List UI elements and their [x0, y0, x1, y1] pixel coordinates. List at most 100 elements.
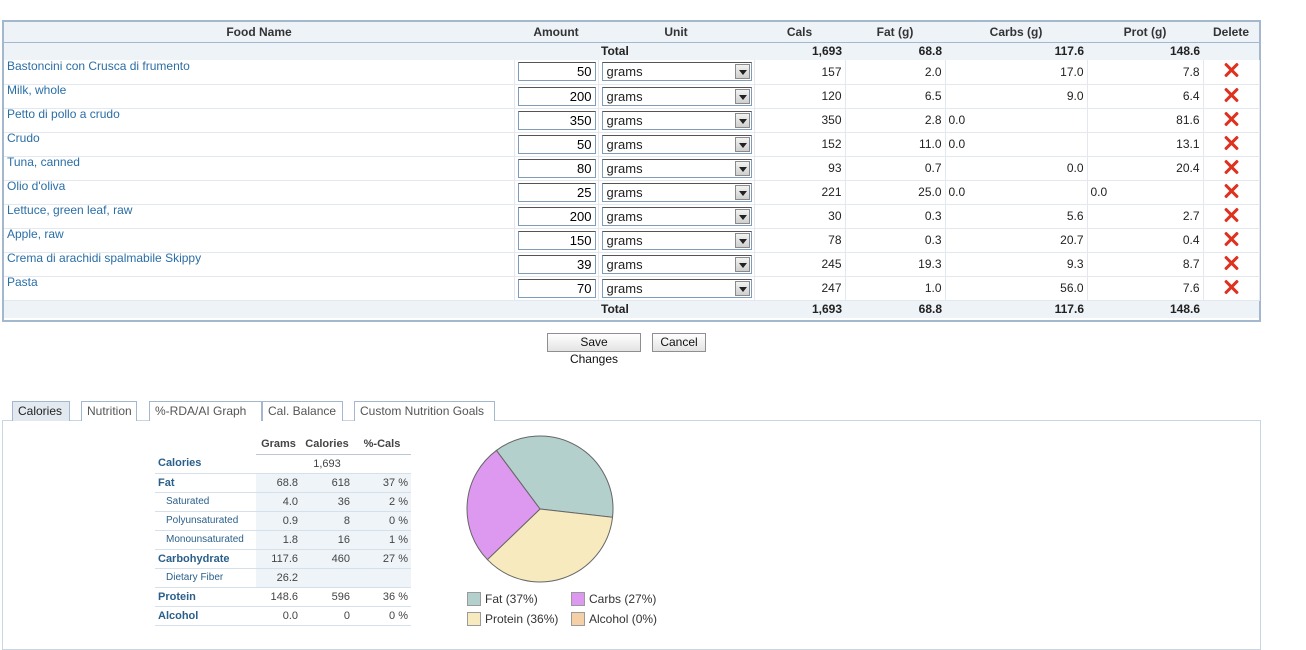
- food-name-link[interactable]: Crema di arachidi spalmabile Skippy: [7, 251, 202, 265]
- tab-cal-balance[interactable]: Cal. Balance: [262, 401, 343, 421]
- summary-calories: 1,693: [301, 454, 353, 474]
- food-carbs: 17.0: [945, 60, 1088, 85]
- food-fat: 6.5: [845, 84, 946, 109]
- chevron-down-icon[interactable]: [734, 256, 750, 272]
- unit-select[interactable]: grams: [601, 86, 752, 106]
- col-carbs[interactable]: Carbs (g): [945, 22, 1087, 43]
- delete-icon[interactable]: [1223, 111, 1239, 127]
- cancel-button[interactable]: Cancel: [652, 333, 706, 352]
- food-name: Petto di pollo a crudo: [4, 107, 515, 133]
- col-unit[interactable]: Unit: [598, 22, 754, 43]
- summary-row: Saturated 4.0 36 2 %: [155, 492, 411, 512]
- food-delete: [1203, 84, 1260, 109]
- pie-slice-protein: [486, 508, 614, 583]
- food-name-link[interactable]: Apple, raw: [7, 227, 64, 241]
- food-name-link[interactable]: Olio d'oliva: [7, 179, 66, 193]
- amount-input[interactable]: [517, 86, 596, 106]
- summary-label: Carbohydrate: [155, 549, 256, 569]
- chevron-down-icon[interactable]: [734, 160, 750, 176]
- chevron-down-icon[interactable]: [734, 136, 750, 152]
- food-name-link[interactable]: Tuna, canned: [7, 155, 80, 169]
- food-name-link[interactable]: Milk, whole: [7, 83, 67, 97]
- unit-select[interactable]: grams: [601, 278, 752, 298]
- tab-calories[interactable]: Calories: [12, 401, 70, 421]
- delete-icon[interactable]: [1223, 62, 1239, 78]
- food-unit: grams: [598, 60, 755, 85]
- food-carbs: 20.7: [945, 228, 1088, 253]
- legend-protein: Protein (36%): [467, 612, 558, 626]
- delete-icon[interactable]: [1223, 279, 1239, 295]
- chevron-down-icon[interactable]: [734, 280, 750, 296]
- food-name-link[interactable]: Petto di pollo a crudo: [7, 107, 120, 121]
- summary-row: Dietary Fiber 26.2: [155, 568, 411, 588]
- chevron-down-icon[interactable]: [734, 232, 750, 248]
- amount-input[interactable]: [517, 278, 596, 298]
- chevron-down-icon[interactable]: [734, 112, 750, 128]
- food-prot: 0.4: [1087, 228, 1204, 253]
- summary-calories: [301, 568, 353, 588]
- chevron-down-icon[interactable]: [734, 184, 750, 200]
- delete-icon[interactable]: [1223, 159, 1239, 175]
- summary-label: Fat: [155, 473, 256, 493]
- amount-input[interactable]: [517, 134, 596, 154]
- amount-input[interactable]: [517, 158, 596, 178]
- unit-select[interactable]: grams: [601, 110, 752, 130]
- food-name-link[interactable]: Bastoncini con Crusca di frumento: [7, 58, 190, 73]
- tab-rda-graph[interactable]: %-RDA/AI Graph: [149, 401, 262, 421]
- summary-pct: 2 %: [353, 492, 411, 512]
- summary-col-grams: Grams: [256, 435, 301, 455]
- col-food-name[interactable]: Food Name: [4, 22, 514, 43]
- food-carbs: 9.3: [945, 252, 1088, 277]
- amount-input[interactable]: [517, 206, 596, 226]
- delete-icon[interactable]: [1223, 135, 1239, 151]
- delete-icon[interactable]: [1223, 207, 1239, 223]
- chevron-down-icon[interactable]: [734, 64, 750, 80]
- chevron-down-icon[interactable]: [734, 88, 750, 104]
- amount-input[interactable]: [517, 230, 596, 250]
- unit-select[interactable]: grams: [601, 158, 752, 178]
- chevron-down-icon[interactable]: [734, 208, 750, 224]
- unit-select[interactable]: grams: [601, 254, 752, 274]
- unit-select[interactable]: grams: [601, 230, 752, 250]
- unit-select[interactable]: grams: [601, 62, 752, 82]
- summary-label: Polyunsaturated: [155, 511, 256, 531]
- food-name: Crema di arachidi spalmabile Skippy: [4, 251, 515, 277]
- food-name: Milk, whole: [4, 83, 515, 109]
- delete-icon[interactable]: [1223, 255, 1239, 271]
- food-name: Bastoncini con Crusca di frumento: [4, 58, 515, 85]
- tab-nutrition[interactable]: Nutrition: [81, 401, 137, 421]
- col-amount[interactable]: Amount: [514, 22, 598, 43]
- food-name-link[interactable]: Lettuce, green leaf, raw: [7, 203, 133, 217]
- unit-select[interactable]: grams: [601, 182, 752, 202]
- food-fat: 11.0: [845, 132, 946, 157]
- total-carbs: 117.6: [945, 300, 1087, 318]
- food-name-link[interactable]: Crudo: [7, 131, 40, 145]
- delete-icon[interactable]: [1223, 183, 1239, 199]
- col-prot[interactable]: Prot (g): [1087, 22, 1203, 43]
- unit-select[interactable]: grams: [601, 206, 752, 226]
- food-name-link[interactable]: Pasta: [7, 275, 38, 289]
- food-delete: [1203, 108, 1260, 133]
- total-prot: 148.6: [1087, 42, 1203, 60]
- amount-input[interactable]: [517, 254, 596, 274]
- amount-input[interactable]: [517, 182, 596, 202]
- unit-select[interactable]: grams: [601, 134, 752, 154]
- total-row-bottom: Total 1,693 68.8 117.6 148.6: [4, 300, 1259, 318]
- summary-row: Monounsaturated 1.8 16 1 %: [155, 530, 411, 550]
- delete-icon[interactable]: [1223, 231, 1239, 247]
- food-cals: 120: [754, 84, 846, 109]
- tab-custom-nutrition-goals[interactable]: Custom Nutrition Goals: [354, 401, 495, 421]
- summary-row: Calories 1,693: [155, 454, 411, 474]
- food-cals: 247: [754, 276, 846, 301]
- food-unit: grams: [598, 84, 755, 109]
- food-amount: [514, 108, 599, 133]
- col-fat[interactable]: Fat (g): [845, 22, 945, 43]
- col-cals[interactable]: Cals: [754, 22, 845, 43]
- delete-icon[interactable]: [1223, 87, 1239, 103]
- save-changes-button[interactable]: Save Changes: [547, 333, 641, 366]
- food-row: Olio d'olivagrams22125.00.00.0: [4, 179, 1260, 205]
- amount-input[interactable]: [517, 110, 596, 130]
- amount-input[interactable]: [517, 62, 596, 82]
